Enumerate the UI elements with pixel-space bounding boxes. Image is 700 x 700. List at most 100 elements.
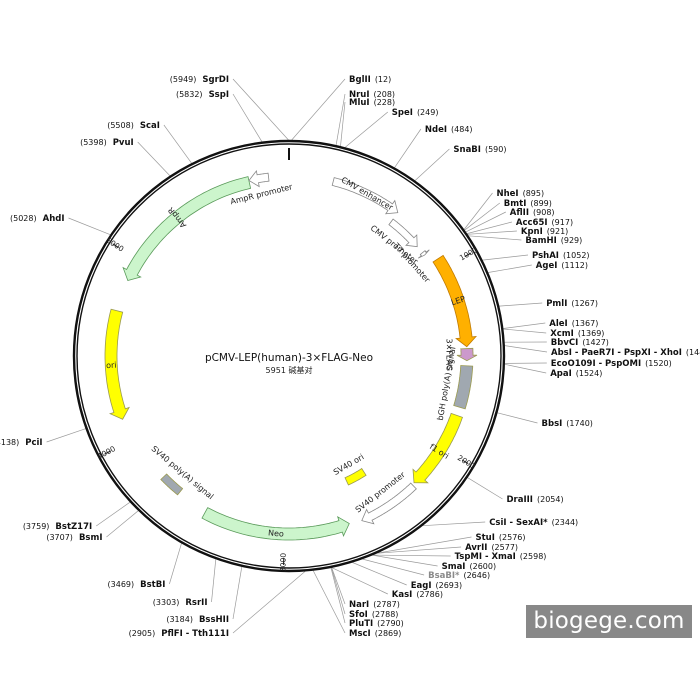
site-spei: SpeI (249) xyxy=(392,108,439,118)
site-name: AleI xyxy=(549,319,567,329)
site-name: BbsI xyxy=(542,419,563,429)
feature-label-t7-promoter: T7 promoter xyxy=(391,241,432,285)
site-leader xyxy=(106,510,139,538)
site-avrii: AvrII (2577) xyxy=(465,543,518,553)
site-position: (899) xyxy=(530,199,552,208)
feature-sv40-ori xyxy=(344,467,367,486)
site-leader xyxy=(488,264,532,273)
site-leader xyxy=(464,202,501,231)
feature-label-sv40-poly-a-signal: SV40 poly(A) signal xyxy=(150,444,216,501)
site-name: StuI xyxy=(476,533,495,543)
site-name: PflFI - Tth111I xyxy=(161,629,229,639)
site-name: EcoO109I - PspOMI xyxy=(551,359,641,369)
site-position: (484) xyxy=(451,125,473,134)
site-name: AvrII xyxy=(465,543,487,553)
feature-label-ori: ori xyxy=(106,361,117,371)
site-pflfi-tth111i: (2905) PflFI - Tth111I xyxy=(129,629,229,639)
site-leader xyxy=(422,521,486,527)
site-leader xyxy=(211,559,217,603)
site-position: (5832) xyxy=(176,90,203,99)
site-name: PvuI xyxy=(113,138,134,148)
site-position: (2600) xyxy=(469,562,496,571)
site-msci: MscI (2869) xyxy=(349,629,401,639)
feature-ori xyxy=(104,308,130,420)
site-leader xyxy=(362,558,425,576)
site-leader xyxy=(467,230,517,235)
site-position: (917) xyxy=(552,218,574,227)
site-position: (1427) xyxy=(582,338,609,347)
site-name: NruI xyxy=(349,90,370,100)
site-position: (1524) xyxy=(576,369,603,378)
site-position: (590) xyxy=(485,145,507,154)
feature-neo xyxy=(201,507,350,541)
plasmid-backbone-inner xyxy=(76,143,502,569)
site-leader xyxy=(467,477,503,500)
site-position: (228) xyxy=(374,98,396,107)
site-leader xyxy=(330,567,346,624)
site-position: (2577) xyxy=(491,543,518,552)
site-bglii: BglII (12) xyxy=(349,75,391,85)
site-leader xyxy=(291,78,346,141)
site-name: PmlI xyxy=(546,299,567,309)
feature-lep xyxy=(432,254,477,348)
site-name: PciI xyxy=(25,438,42,448)
site-pluti: PluTI (2790) xyxy=(349,619,404,629)
feature-cmv-promoter xyxy=(388,218,418,248)
site-position: (2786) xyxy=(416,590,443,599)
site-pcii: (4138) PciI xyxy=(0,438,43,448)
site-leader xyxy=(352,562,407,586)
site-position: (1520) xyxy=(645,359,672,368)
site-leader xyxy=(497,412,538,424)
site-name: AflII xyxy=(510,208,529,218)
site-absi-paer7i-pspxi-xhoi: AbsI - PaeR7I - PspXI - XhoI (1442) xyxy=(551,348,700,358)
site-leader xyxy=(372,554,451,557)
site-leader xyxy=(232,93,263,142)
site-position: (3184) xyxy=(166,615,193,624)
site-position: (2788) xyxy=(372,610,399,619)
site-name: BsmI xyxy=(79,533,103,543)
site-sfoi: SfoI (2788) xyxy=(349,610,398,620)
site-name: ScaI xyxy=(140,121,160,131)
site-bbvci: BbvCI (1427) xyxy=(551,338,609,348)
site-ahdi: (5028) AhdI xyxy=(10,214,65,224)
site-leader xyxy=(232,571,306,634)
site-name: CsiI - SexAI* xyxy=(489,518,548,528)
site-nrui: NruI (208) xyxy=(349,90,395,100)
feature-bgh-poly-a-signal xyxy=(453,365,474,410)
site-name: MluI xyxy=(349,98,370,108)
site-nhei: NheI (895) xyxy=(497,189,545,199)
site-nari: NarI (2787) xyxy=(349,600,400,610)
site-name: EagI xyxy=(411,581,432,591)
site-name: KpnI xyxy=(521,227,543,237)
site-position: (4138) xyxy=(0,438,19,447)
site-leader xyxy=(394,128,422,168)
site-name: NheI xyxy=(497,189,519,199)
site-name: BmtI xyxy=(504,199,527,209)
site-position: (5028) xyxy=(10,214,37,223)
feature-label-neo: Neo xyxy=(268,528,285,538)
site-leader xyxy=(331,567,346,615)
site-name: AhdI xyxy=(43,214,65,224)
site-leader xyxy=(463,192,493,230)
site-bsmi: (3707) BsmI xyxy=(46,533,102,543)
site-position: (1052) xyxy=(563,251,590,260)
site-leader xyxy=(312,570,346,634)
site-name: PshAI xyxy=(532,251,559,261)
site-leader xyxy=(95,501,131,527)
site-position: (895) xyxy=(523,189,545,198)
site-scai: (5508) ScaI xyxy=(107,121,160,131)
site-leader xyxy=(414,148,450,181)
site-leader xyxy=(504,363,547,374)
tick-label: 3000 xyxy=(278,553,287,573)
tick-mark xyxy=(461,459,469,465)
site-leader xyxy=(46,428,86,443)
site-leader xyxy=(335,93,346,146)
site-position: (2787) xyxy=(373,600,400,609)
site-leader xyxy=(163,124,192,164)
site-aflii: AflII (908) xyxy=(510,208,555,218)
site-position: (908) xyxy=(533,208,555,217)
site-name: SnaBI xyxy=(453,145,481,155)
tick-label: 4000 xyxy=(96,444,117,461)
site-agei: AgeI (1112) xyxy=(536,261,588,271)
site-position: (5949) xyxy=(170,75,197,84)
